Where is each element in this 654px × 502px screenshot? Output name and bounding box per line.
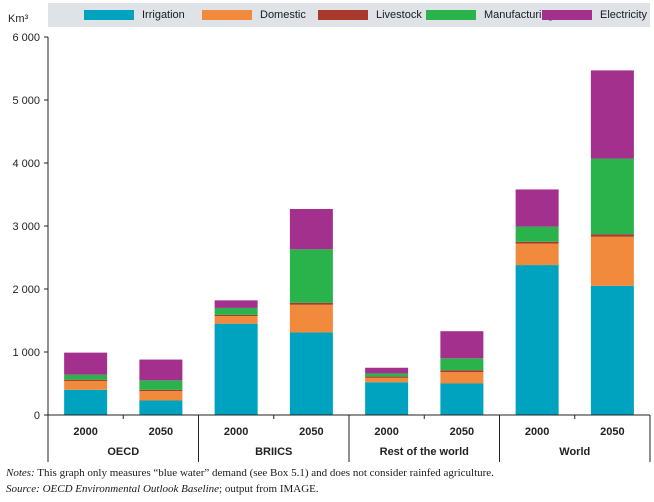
notes-label: Notes: [6,467,35,479]
legend-item-manufacturing: Manufacturing [426,3,554,27]
legend-item-livestock: Livestock [318,3,422,27]
y-tick-label: 1 000 [12,347,40,359]
bar-segment-domestic [289,304,333,333]
x-tick-label-year: 2050 [600,426,624,438]
legend-item-irrigation: Irrigation [84,3,185,27]
bar-segment-electricity [214,300,258,308]
bar-segment-electricity [64,352,108,375]
y-tick-label: 3 000 [12,221,40,233]
bar-segment-electricity [139,359,183,381]
y-tick-label: 6 000 [12,32,40,44]
bar-segment-irrigation [515,265,559,415]
source-text: ; output from IMAGE. [219,483,319,495]
x-tick-label-year: 2000 [224,426,248,438]
y-axis-unit-label: Km³ [8,13,29,25]
x-group-label: OECD [107,446,139,458]
bar-segment-irrigation [440,383,484,415]
bar-segment-manufacturing [440,358,484,371]
legend-swatch-irrigation [84,10,134,20]
chart-legend: Irrigation Domestic Livestock Manufactur… [48,3,650,27]
bar-segment-domestic [214,316,258,324]
legend-swatch-livestock [318,10,368,20]
legend-swatch-manufacturing [426,10,476,20]
bar-segment-manufacturing [289,249,333,303]
bar-segment-domestic [590,236,634,286]
source-label: Source: [6,483,40,495]
legend-item-domestic: Domestic [202,3,306,27]
bar-segment-manufacturing [214,307,258,315]
bar-segment-domestic [440,372,484,384]
bar-segment-irrigation [289,332,333,415]
bar-segment-livestock [365,376,409,378]
notes-line: Notes: This graph only measures “blue wa… [6,465,650,481]
bar-segment-irrigation [214,323,258,415]
chart-area: Irrigation Domestic Livestock Manufactur… [8,3,651,462]
y-tick-label: 4 000 [12,158,40,170]
bar-segment-domestic [365,377,409,383]
bar-segment-livestock [64,379,108,381]
legend-swatch-electricity [542,10,592,20]
bar-segment-livestock [440,370,484,373]
bar-segment-irrigation [590,285,634,415]
x-tick-label-year: 2000 [525,426,549,438]
bar-segment-manufacturing [64,374,108,380]
bar-segment-domestic [64,380,108,390]
bar-segment-electricity [590,70,634,159]
bar-segment-manufacturing [139,380,183,390]
y-tick-label: 5 000 [12,95,40,107]
source-line: Source: OECD Environmental Outlook Basel… [6,481,650,497]
bar-segment-electricity [365,367,409,374]
x-group-label: Rest of the world [380,446,469,458]
bar-segment-irrigation [365,382,409,415]
y-axis-ticks: 0 1 000 2 000 3 000 4 000 5 000 6 000 [12,32,49,422]
notes-text: This graph only measures “blue water” de… [34,467,494,479]
x-tick-label-year: 2050 [149,426,173,438]
bars-group [64,70,634,415]
x-tick-label-year: 2000 [374,426,398,438]
bar-segment-domestic [139,391,183,401]
y-tick-label: 2 000 [12,284,40,296]
legend-swatch-domestic [202,10,252,20]
y-tick-label: 0 [34,410,40,422]
bar-segment-electricity [289,208,333,250]
stacked-bar-chart: Km³ 0 1 000 2 000 3 000 4 000 5 000 6 000 2000… [8,13,651,462]
chart-notes: Notes: This graph only measures “blue wa… [6,465,650,497]
bar-segment-domestic [515,243,559,266]
bar-segment-livestock [139,389,183,392]
bar-segment-livestock [214,314,258,317]
bar-segment-manufacturing [590,158,634,235]
bar-segment-electricity [440,331,484,359]
bar-segment-manufacturing [515,226,559,242]
x-group-label: BRIICS [255,446,292,458]
bar-segment-livestock [515,241,559,244]
x-group-label: World [559,446,590,458]
x-tick-label-year: 2050 [450,426,474,438]
legend-label-electricity: Electricity [600,9,648,21]
legend-label-domestic: Domestic [260,9,306,21]
x-tick-label-year: 2000 [73,426,97,438]
x-axis: 2000 2050 2000 2050 2000 2050 2000 2050 OECD BRII… [47,414,651,462]
x-tick-label-year: 2050 [299,426,323,438]
bar-segment-electricity [515,189,559,227]
bar-segment-livestock [590,234,634,237]
bar-segment-irrigation [139,400,183,415]
legend-label-irrigation: Irrigation [142,9,185,21]
source-title: OECD Environmental Outlook Baseline [39,483,220,495]
bar-segment-livestock [289,302,333,305]
legend-item-electricity: Electricity [542,3,647,27]
bar-segment-irrigation [64,389,108,415]
legend-label-manufacturing: Manufacturing [484,9,554,21]
bar-segment-manufacturing [365,373,409,377]
legend-label-livestock: Livestock [376,9,422,21]
